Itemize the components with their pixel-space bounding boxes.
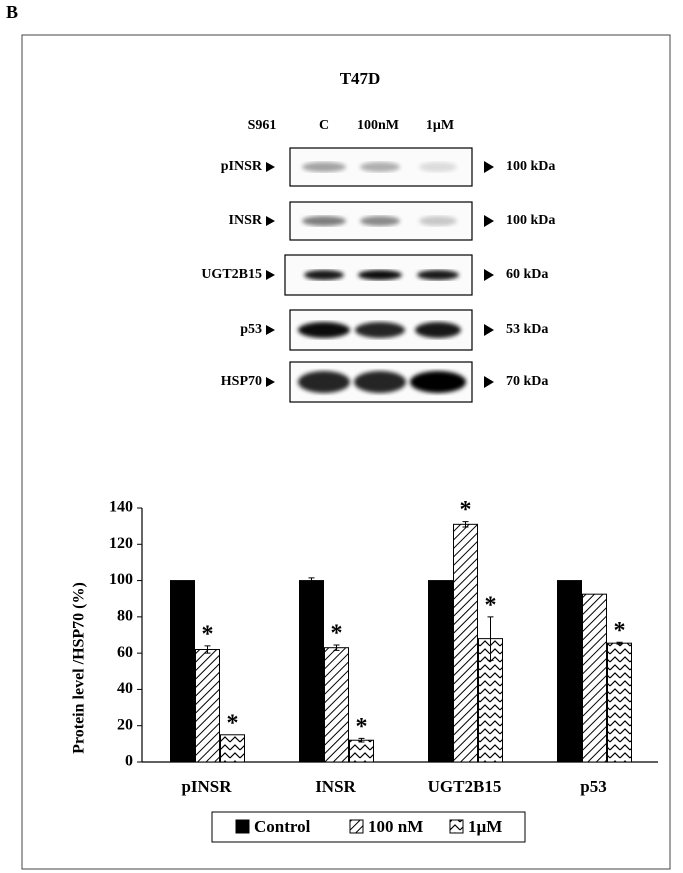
y-tick-label: 120 (109, 535, 133, 552)
significance-label: * (331, 620, 343, 646)
arrow (266, 377, 275, 387)
significance-label: * (227, 710, 239, 736)
arrow (484, 376, 494, 388)
bar (220, 734, 245, 763)
y-tick-label: 0 (125, 753, 133, 770)
error-bar (308, 577, 315, 584)
blot-title: T47D (340, 69, 381, 88)
blot-band (415, 322, 461, 338)
significance-label: * (356, 714, 368, 740)
blot-band (355, 322, 405, 338)
bar (299, 580, 324, 763)
arrow (266, 216, 275, 226)
error-bar (358, 737, 365, 743)
significance-label: * (202, 621, 214, 647)
arrow (266, 270, 275, 280)
arrow (484, 324, 494, 336)
legend-swatch (449, 819, 464, 834)
arrow (484, 269, 494, 281)
blot-row-label: HSP70 (221, 374, 262, 389)
x-tick-label: INSR (315, 777, 356, 796)
significance-label: * (485, 592, 497, 618)
x-tick-label: pINSR (181, 777, 232, 796)
significance-label: * (460, 497, 472, 523)
blot-band (360, 162, 400, 172)
blot-band (410, 371, 466, 393)
panel-frame (21, 34, 671, 870)
arrow (484, 215, 494, 227)
lane-label: 1μM (426, 118, 454, 133)
treatment-label: S961 (248, 118, 277, 133)
bar (170, 580, 195, 763)
legend-label: 100 nM (368, 817, 423, 836)
y-tick-label: 20 (117, 716, 133, 733)
blot-row-label: p53 (240, 322, 262, 337)
blot-row-label: pINSR (221, 159, 263, 174)
arrow (266, 162, 275, 172)
error-bar (616, 641, 623, 645)
blot-band (360, 216, 400, 226)
legend-label: 1µM (468, 817, 502, 836)
arrow (266, 325, 275, 335)
bar (195, 649, 220, 763)
legend-swatch (235, 819, 250, 834)
legend-label: Control (254, 817, 311, 836)
blot-band (419, 216, 457, 226)
y-tick-label: 80 (117, 608, 133, 625)
blot-size-label: 60 kDa (506, 267, 548, 282)
blot-size-label: 53 kDa (506, 322, 548, 337)
panel-label: B (6, 2, 18, 22)
y-tick-label: 100 (109, 571, 133, 588)
blot-row-label: INSR (229, 213, 263, 228)
significance-label: * (614, 618, 626, 644)
y-tick-label: 40 (117, 680, 133, 697)
error-bar (204, 645, 211, 654)
y-axis-label: Protein level /HSP70 (%) (71, 582, 88, 754)
bar (324, 647, 349, 763)
blot-size-label: 100 kDa (506, 213, 555, 228)
blot-band (298, 371, 350, 393)
blot-band (354, 371, 406, 393)
blot-row-label: UGT2B15 (201, 267, 262, 282)
legend-swatch (349, 819, 364, 834)
blot-band (419, 162, 457, 172)
blot-size-label: 70 kDa (506, 374, 548, 389)
bar (349, 739, 374, 763)
legend (211, 811, 526, 843)
error-bar (487, 616, 494, 661)
bar (582, 593, 607, 763)
x-tick-label: UGT2B15 (428, 777, 502, 796)
y-tick-label: 140 (109, 499, 133, 516)
error-bar (333, 644, 340, 651)
bar (557, 580, 582, 763)
lane-label: C (319, 118, 329, 133)
x-tick-label: p53 (580, 777, 606, 796)
blot-band (302, 162, 346, 172)
arrow (484, 161, 494, 173)
blot-band (302, 216, 346, 226)
blot-size-label: 100 kDa (506, 159, 555, 174)
error-bar (462, 521, 469, 528)
blot-band (298, 322, 350, 338)
blot-band (358, 270, 402, 280)
blot-band (304, 270, 344, 280)
y-tick-label: 60 (117, 644, 133, 661)
bar (453, 523, 478, 763)
bar (607, 642, 632, 763)
blot-band (417, 270, 459, 280)
bar (428, 580, 453, 763)
lane-label: 100nM (357, 118, 399, 133)
